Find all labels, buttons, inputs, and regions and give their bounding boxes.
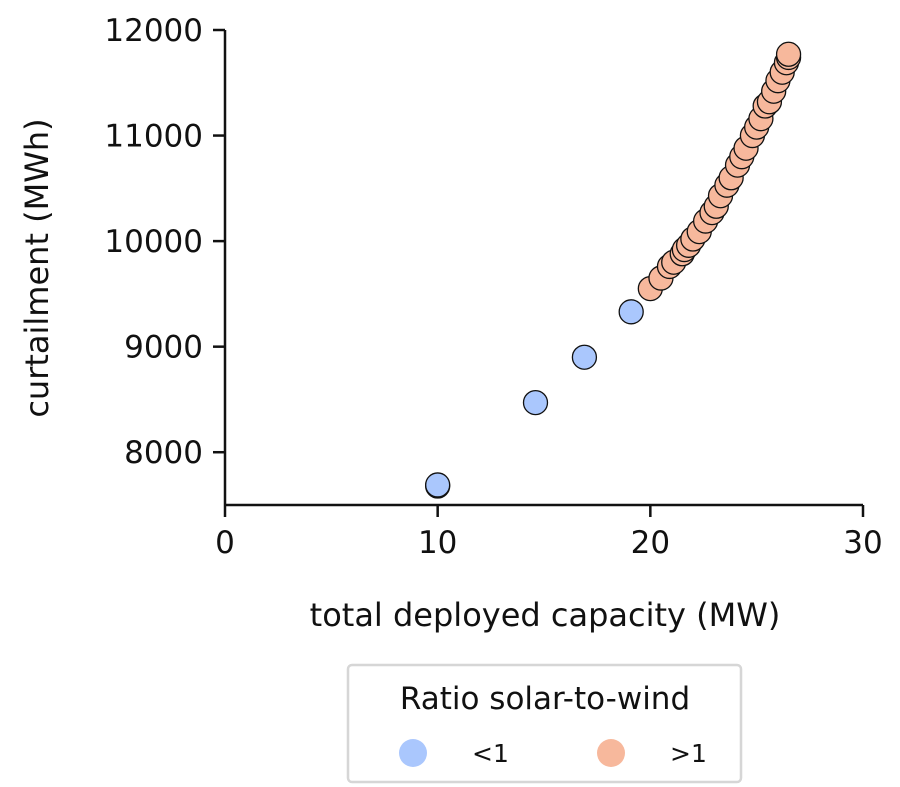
y-tick-label: 12000 xyxy=(104,13,203,49)
legend-marker-gt1 xyxy=(597,739,625,767)
y-axis-title: curtailment (MWh) xyxy=(18,118,56,417)
legend-frame xyxy=(346,663,743,784)
x-tick-label: 0 xyxy=(215,525,235,561)
y-tick-label: 11000 xyxy=(104,119,203,155)
x-tick-label: 30 xyxy=(843,525,882,561)
legend-label-gt1: >1 xyxy=(670,739,707,768)
legend-label-lt1: <1 xyxy=(472,739,509,768)
legend-marker-lt1 xyxy=(399,739,427,767)
axes: 0 10 20 30 8000 9000 10000 11000 12000 xyxy=(104,13,882,561)
data-point-lt1 xyxy=(571,344,598,370)
y-tick-label: 8000 xyxy=(124,435,203,471)
y-tick-label: 10000 xyxy=(104,224,203,260)
x-axis-title: total deployed capacity (MW) xyxy=(310,596,781,634)
data-point-gt1 xyxy=(775,41,802,67)
x-tick-label: 20 xyxy=(631,525,670,561)
data-point-lt1 xyxy=(425,472,451,498)
legend-title: Ratio solar-to-wind xyxy=(400,681,690,717)
data-points xyxy=(425,41,802,499)
data-point-lt1 xyxy=(522,389,549,416)
legend: Ratio solar-to-wind <1 >1 xyxy=(346,663,743,784)
data-point-lt1 xyxy=(618,299,644,325)
x-tick-label: 10 xyxy=(418,525,457,561)
y-tick-label: 9000 xyxy=(124,330,203,366)
